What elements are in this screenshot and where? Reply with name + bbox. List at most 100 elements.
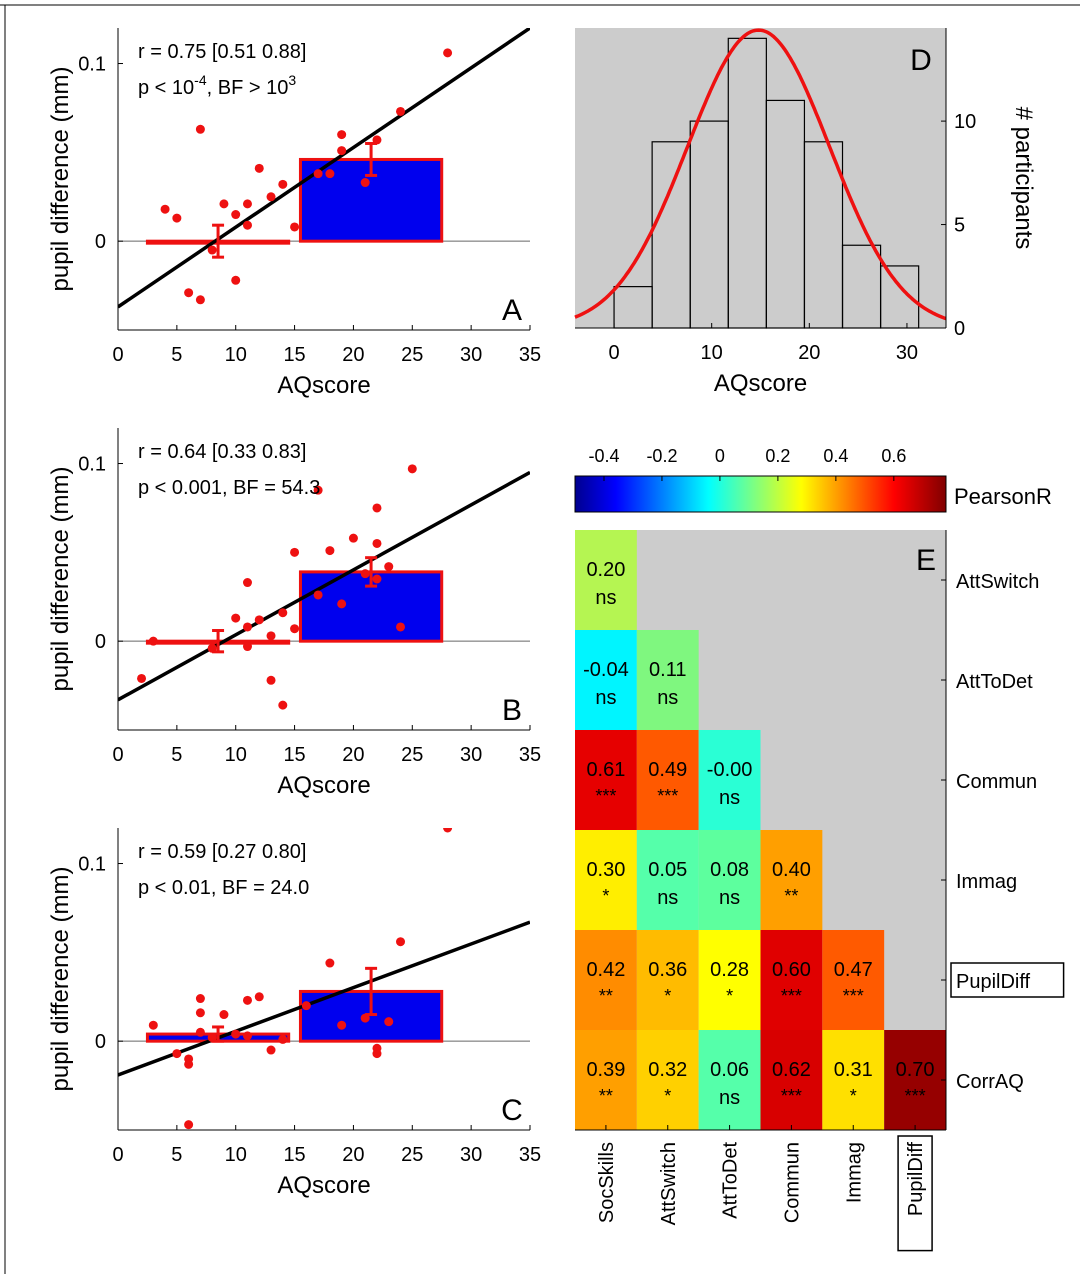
data-point (172, 1049, 181, 1058)
stat-segment: p < 0.001, BF = 54.3 (138, 477, 320, 499)
x-tick-label: 15 (283, 1144, 305, 1166)
x-tick-label: 30 (460, 1144, 482, 1166)
data-point (314, 590, 323, 599)
matrix-cell-r: 0.60 (772, 959, 811, 981)
data-point (231, 1030, 240, 1039)
scatter-panel-b: 0 5 10 15 20 25 30 3500.1AQscorepupil differenc… (47, 428, 541, 799)
matrix-cell-r: 0.49 (648, 759, 687, 781)
matrix-cell-r: 0.20 (586, 559, 625, 581)
x-tick-label: 35 (519, 344, 541, 366)
data-point (196, 1008, 205, 1017)
data-point (384, 1017, 393, 1026)
matrix-cell-significance: * (850, 1086, 857, 1106)
data-point (361, 178, 370, 187)
data-point (302, 1001, 311, 1010)
col-label: Commun (781, 1142, 803, 1223)
stat-superscript: 3 (288, 72, 296, 88)
matrix-cell: 0.47 *** (822, 930, 884, 1030)
matrix-cell: -0.00 ns (699, 730, 761, 830)
matrix-cell-significance: ** (784, 886, 798, 906)
data-point (255, 615, 264, 624)
data-point (349, 534, 358, 543)
x-tick-label: 20 (342, 744, 364, 766)
data-point (243, 199, 252, 208)
matrix-cell-significance: ns (719, 787, 740, 809)
data-point (325, 959, 334, 968)
data-point (219, 1010, 228, 1019)
data-point (243, 642, 252, 651)
y-tick-label: 0 (954, 318, 965, 340)
x-axis-label: AQscore (277, 372, 370, 399)
data-point (231, 276, 240, 285)
x-tick-label: 0 (112, 1144, 123, 1166)
matrix-cell-r: 0.05 (648, 859, 687, 881)
matrix-cell-r: 0.42 (586, 959, 625, 981)
matrix-cell-significance: * (664, 986, 671, 1006)
matrix-cell-significance: ns (719, 1087, 740, 1109)
matrix-cell-r: 0.62 (772, 1059, 811, 1081)
x-tick-label: 0 (112, 344, 123, 366)
row-label: Commun (956, 771, 1037, 793)
stat-text-r: r = 0.64 [0.33 0.83] (138, 441, 306, 463)
y-tick-label: 0.1 (78, 54, 106, 76)
matrix-cell: 0.11 ns (637, 630, 699, 730)
matrix-cell-significance: *** (905, 1086, 926, 1106)
matrix-cell-significance: * (664, 1086, 671, 1106)
stat-text-r: r = 0.75 [0.51 0.88] (138, 41, 306, 63)
data-point (337, 599, 346, 608)
y-tick-label: 0 (95, 631, 106, 653)
data-point (396, 107, 405, 116)
matrix-cell-significance: ns (719, 887, 740, 909)
matrix-cell: 0.40 ** (761, 830, 823, 930)
row-label: Immag (956, 871, 1017, 893)
panel-letter: A (502, 294, 522, 327)
matrix-cell-r: 0.39 (586, 1059, 625, 1081)
row-label: PupilDiff (956, 971, 1031, 993)
x-tick-label: 20 (798, 342, 820, 364)
panel-letter: C (501, 1094, 523, 1127)
row-label: AttToDet (956, 671, 1033, 693)
matrix-cell: 0.20ns (575, 530, 637, 630)
matrix-cell: 0.31 * (822, 1030, 884, 1130)
colorbar-tick-label: -0.2 (646, 446, 677, 466)
data-point (172, 214, 181, 223)
matrix-cell-r: -0.00 (707, 759, 753, 781)
data-point (231, 614, 240, 623)
matrix-cell-r: 0.70 (896, 1059, 935, 1081)
matrix-cell-significance: ns (657, 687, 678, 709)
data-point (290, 222, 299, 231)
y-axis-label: # participants (1010, 107, 1037, 250)
scatter-panel-a: 0 5 10 15 20 25 30 35 0 0.1 AQscore pupil differenc… (47, 28, 541, 399)
x-tick-label: 35 (519, 744, 541, 766)
x-tick-label: 5 (171, 344, 182, 366)
data-point (255, 164, 264, 173)
data-point (396, 937, 405, 946)
data-point (290, 548, 299, 557)
data-point (208, 246, 217, 255)
data-point (184, 288, 193, 297)
panel-letter: B (502, 694, 522, 727)
data-point (278, 1035, 287, 1044)
data-point (243, 1031, 252, 1040)
x-tick-label: 10 (225, 1144, 247, 1166)
matrix-cell-r: 0.47 (834, 959, 873, 981)
data-point (149, 1021, 158, 1030)
matrix-cell-significance: *** (657, 786, 678, 806)
matrix-cell-significance: ns (595, 687, 616, 709)
data-point (184, 1120, 193, 1129)
y-axis-label: pupil difference (mm) (47, 467, 74, 692)
data-point (267, 1046, 276, 1055)
colorbar-label: PearsonR (954, 484, 1052, 509)
data-point (396, 622, 405, 631)
x-axis-label: AQscore (277, 1172, 370, 1199)
data-point (278, 701, 287, 710)
x-tick-label: 15 (283, 344, 305, 366)
y-tick-label: 0.1 (78, 854, 106, 876)
matrix-cell: 0.32* (637, 1030, 699, 1130)
x-tick-label: 10 (701, 342, 723, 364)
data-point (184, 1060, 193, 1069)
colorbar-tick-label: -0.4 (588, 446, 619, 466)
col-label: SocSkills (596, 1142, 618, 1223)
matrix-cell-r: 0.06 (710, 1059, 749, 1081)
x-tick-label: 5 (171, 744, 182, 766)
